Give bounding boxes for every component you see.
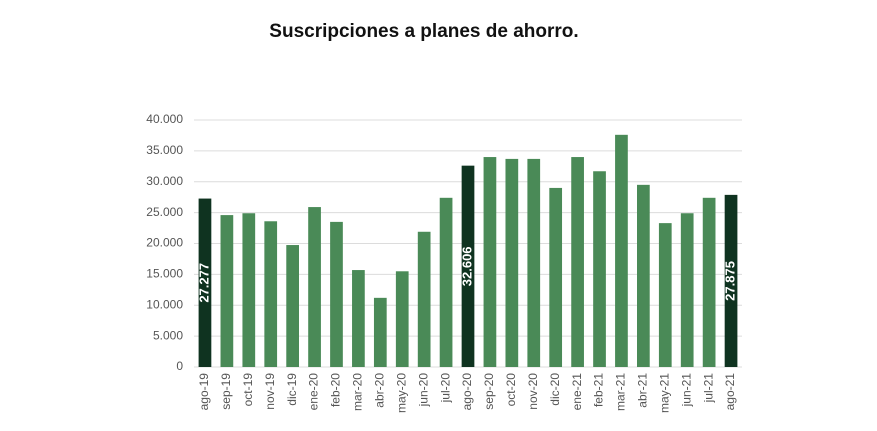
x-tick-label: dic-20 (548, 373, 562, 406)
bar (352, 270, 365, 367)
bar (417, 231, 431, 367)
bar (483, 157, 497, 367)
bar (439, 197, 453, 367)
x-tick-label: ene-20 (307, 373, 321, 411)
chart-title: Suscripciones a planes de ahorro. (269, 21, 578, 42)
y-tick-label: 25.000 (146, 205, 183, 219)
bar (395, 271, 409, 367)
x-tick-label: jun-20 (416, 373, 430, 408)
x-tick-label: nov-20 (526, 373, 540, 410)
bar (571, 157, 584, 367)
bar (461, 165, 475, 367)
x-tick-label: abr-21 (636, 373, 650, 408)
bar (724, 194, 738, 367)
y-tick-label: 10.000 (146, 297, 183, 311)
x-tick-label: sep-19 (219, 373, 233, 410)
bar (198, 198, 212, 367)
y-tick-label: 5.000 (153, 328, 183, 342)
bar (549, 187, 563, 367)
bar (637, 184, 650, 367)
bar (330, 221, 343, 367)
y-tick-label: 35.000 (146, 143, 183, 157)
y-tick-label: 40.000 (146, 112, 183, 126)
x-tick-label: ene-21 (570, 373, 584, 411)
bar (264, 221, 278, 367)
y-tick-label: 0 (176, 359, 183, 373)
bar (505, 158, 519, 367)
x-tick-label: nov-19 (263, 373, 277, 410)
bar (242, 213, 256, 367)
x-tick-label: dic-19 (285, 373, 299, 406)
bar (373, 297, 387, 367)
x-tick-label: ago-20 (460, 373, 474, 411)
y-tick-label: 20.000 (146, 236, 183, 250)
x-tick-label: jul-21 (701, 373, 715, 404)
bar (680, 213, 694, 367)
x-tick-label: jul-20 (438, 373, 452, 404)
x-tick-label: oct-20 (504, 373, 518, 407)
x-tick-label: ago-19 (197, 373, 211, 411)
x-tick-label: mar-20 (351, 373, 365, 411)
bar (658, 223, 672, 367)
y-tick-label: 15.000 (146, 267, 183, 281)
x-tick-label: sep-20 (482, 373, 496, 410)
x-tick-label: feb-21 (592, 373, 606, 407)
x-tick-label: may-21 (657, 373, 671, 413)
y-tick-label: 30.000 (146, 174, 183, 188)
x-tick-label: ago-21 (723, 373, 737, 411)
bar (702, 197, 716, 367)
x-tick-label: feb-20 (329, 373, 343, 407)
bar (527, 158, 541, 367)
value-label: 27.875 (722, 261, 737, 301)
x-tick-label: abr-20 (372, 373, 386, 408)
bar (593, 171, 606, 367)
bar (308, 207, 321, 367)
value-label: 32.606 (459, 246, 474, 286)
bar (286, 245, 299, 367)
bar (220, 215, 234, 367)
value-label: 27.277 (196, 263, 211, 303)
x-tick-label: mar-21 (614, 373, 628, 411)
x-tick-label: oct-19 (241, 373, 255, 407)
x-tick-label: may-20 (394, 373, 408, 413)
bar (615, 134, 628, 367)
x-tick-label: jun-21 (679, 373, 693, 408)
